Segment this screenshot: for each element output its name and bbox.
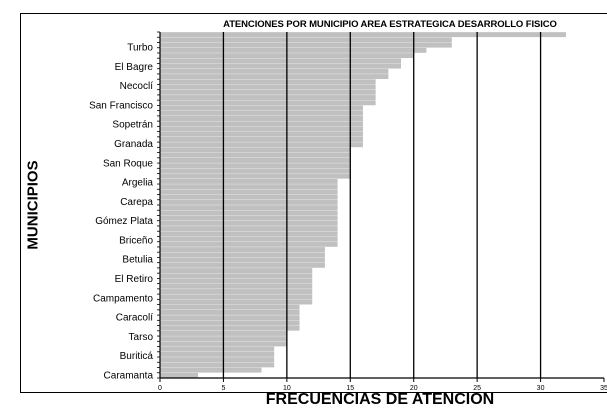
bar <box>160 236 338 242</box>
x-axis-label: FRECUENCIAS DE ATENCION <box>265 391 495 408</box>
y-axis-label: MUNICIPIOS <box>24 160 42 250</box>
bar <box>160 126 363 132</box>
category-label: Argelia <box>122 178 154 189</box>
category-label: Granada <box>114 139 153 150</box>
bar <box>160 362 275 368</box>
bar <box>160 74 389 80</box>
category-label: Necoclí <box>120 81 154 92</box>
bar <box>160 220 338 226</box>
bar <box>160 58 402 64</box>
bar <box>160 289 313 294</box>
category-label: Turbo <box>127 43 153 54</box>
bar <box>160 136 363 142</box>
bar <box>160 116 363 121</box>
bar <box>160 168 351 174</box>
bar <box>160 142 363 148</box>
bar <box>160 252 325 258</box>
bar <box>160 278 313 284</box>
bar <box>160 205 338 211</box>
category-label: Briceño <box>119 235 153 246</box>
category-label: El Bagre <box>115 62 154 73</box>
bar <box>160 357 275 363</box>
bar <box>160 32 566 38</box>
bar <box>160 79 376 85</box>
category-label: Sopetrán <box>112 120 153 131</box>
bar <box>160 47 427 53</box>
bar <box>160 325 300 331</box>
bar <box>160 304 300 310</box>
category-label: Caracolí <box>116 313 153 324</box>
category-label: El Retiro <box>115 274 154 285</box>
bar <box>160 226 338 232</box>
bar <box>160 346 275 352</box>
bar <box>160 84 376 90</box>
category-label: Carepa <box>120 197 153 208</box>
bar <box>160 367 262 373</box>
bar <box>160 215 338 221</box>
bar <box>160 63 402 69</box>
bar <box>160 178 338 184</box>
bar <box>160 184 338 190</box>
category-label: Tarso <box>129 332 154 343</box>
bar <box>160 372 199 378</box>
bar <box>160 163 351 169</box>
bar <box>160 89 376 95</box>
bar <box>160 100 376 106</box>
bar <box>160 294 313 300</box>
x-tick-label: 10 <box>283 385 291 392</box>
x-tick-label: 35 <box>600 385 607 392</box>
category-label: San Roque <box>103 158 153 169</box>
category-label: Betulia <box>122 255 153 266</box>
category-label: Gómez Plata <box>95 216 153 227</box>
bar <box>160 262 325 268</box>
category-label: Campamento <box>93 293 153 304</box>
bar <box>160 309 300 315</box>
bar <box>160 299 313 305</box>
x-tick-label: 5 <box>221 385 225 392</box>
bar <box>160 351 275 357</box>
bar <box>160 273 313 279</box>
chart-title: ATENCIONES POR MUNICIPIO AREA ESTRATEGIC… <box>223 19 557 30</box>
bar <box>160 131 363 137</box>
bar <box>160 173 351 179</box>
x-tick-label: 25 <box>473 385 481 392</box>
bar <box>160 95 376 101</box>
bar <box>160 42 452 48</box>
bar <box>160 320 300 326</box>
bar <box>160 152 351 158</box>
chart-frame <box>20 13 607 393</box>
bar <box>160 241 338 247</box>
x-tick-label: 15 <box>346 385 354 392</box>
bar <box>160 194 338 200</box>
bar <box>160 257 325 263</box>
bar <box>160 210 338 216</box>
x-tick-label: 30 <box>537 385 545 392</box>
bar <box>160 121 363 127</box>
x-tick-label: 20 <box>410 385 418 392</box>
bar <box>160 37 452 43</box>
bar <box>160 68 389 74</box>
bar <box>160 157 351 163</box>
bar <box>160 147 351 153</box>
bar <box>160 231 338 237</box>
bar <box>160 199 338 205</box>
bar <box>160 247 325 253</box>
bar <box>160 189 338 195</box>
bar <box>160 268 313 274</box>
category-label: Caramanta <box>104 371 154 382</box>
category-label: San Francisco <box>89 100 153 111</box>
category-label: Buriticá <box>120 351 154 362</box>
x-tick-label: 0 <box>158 385 162 392</box>
bar <box>160 105 363 111</box>
bar <box>160 283 313 289</box>
bar <box>160 110 363 116</box>
bar <box>160 315 300 321</box>
